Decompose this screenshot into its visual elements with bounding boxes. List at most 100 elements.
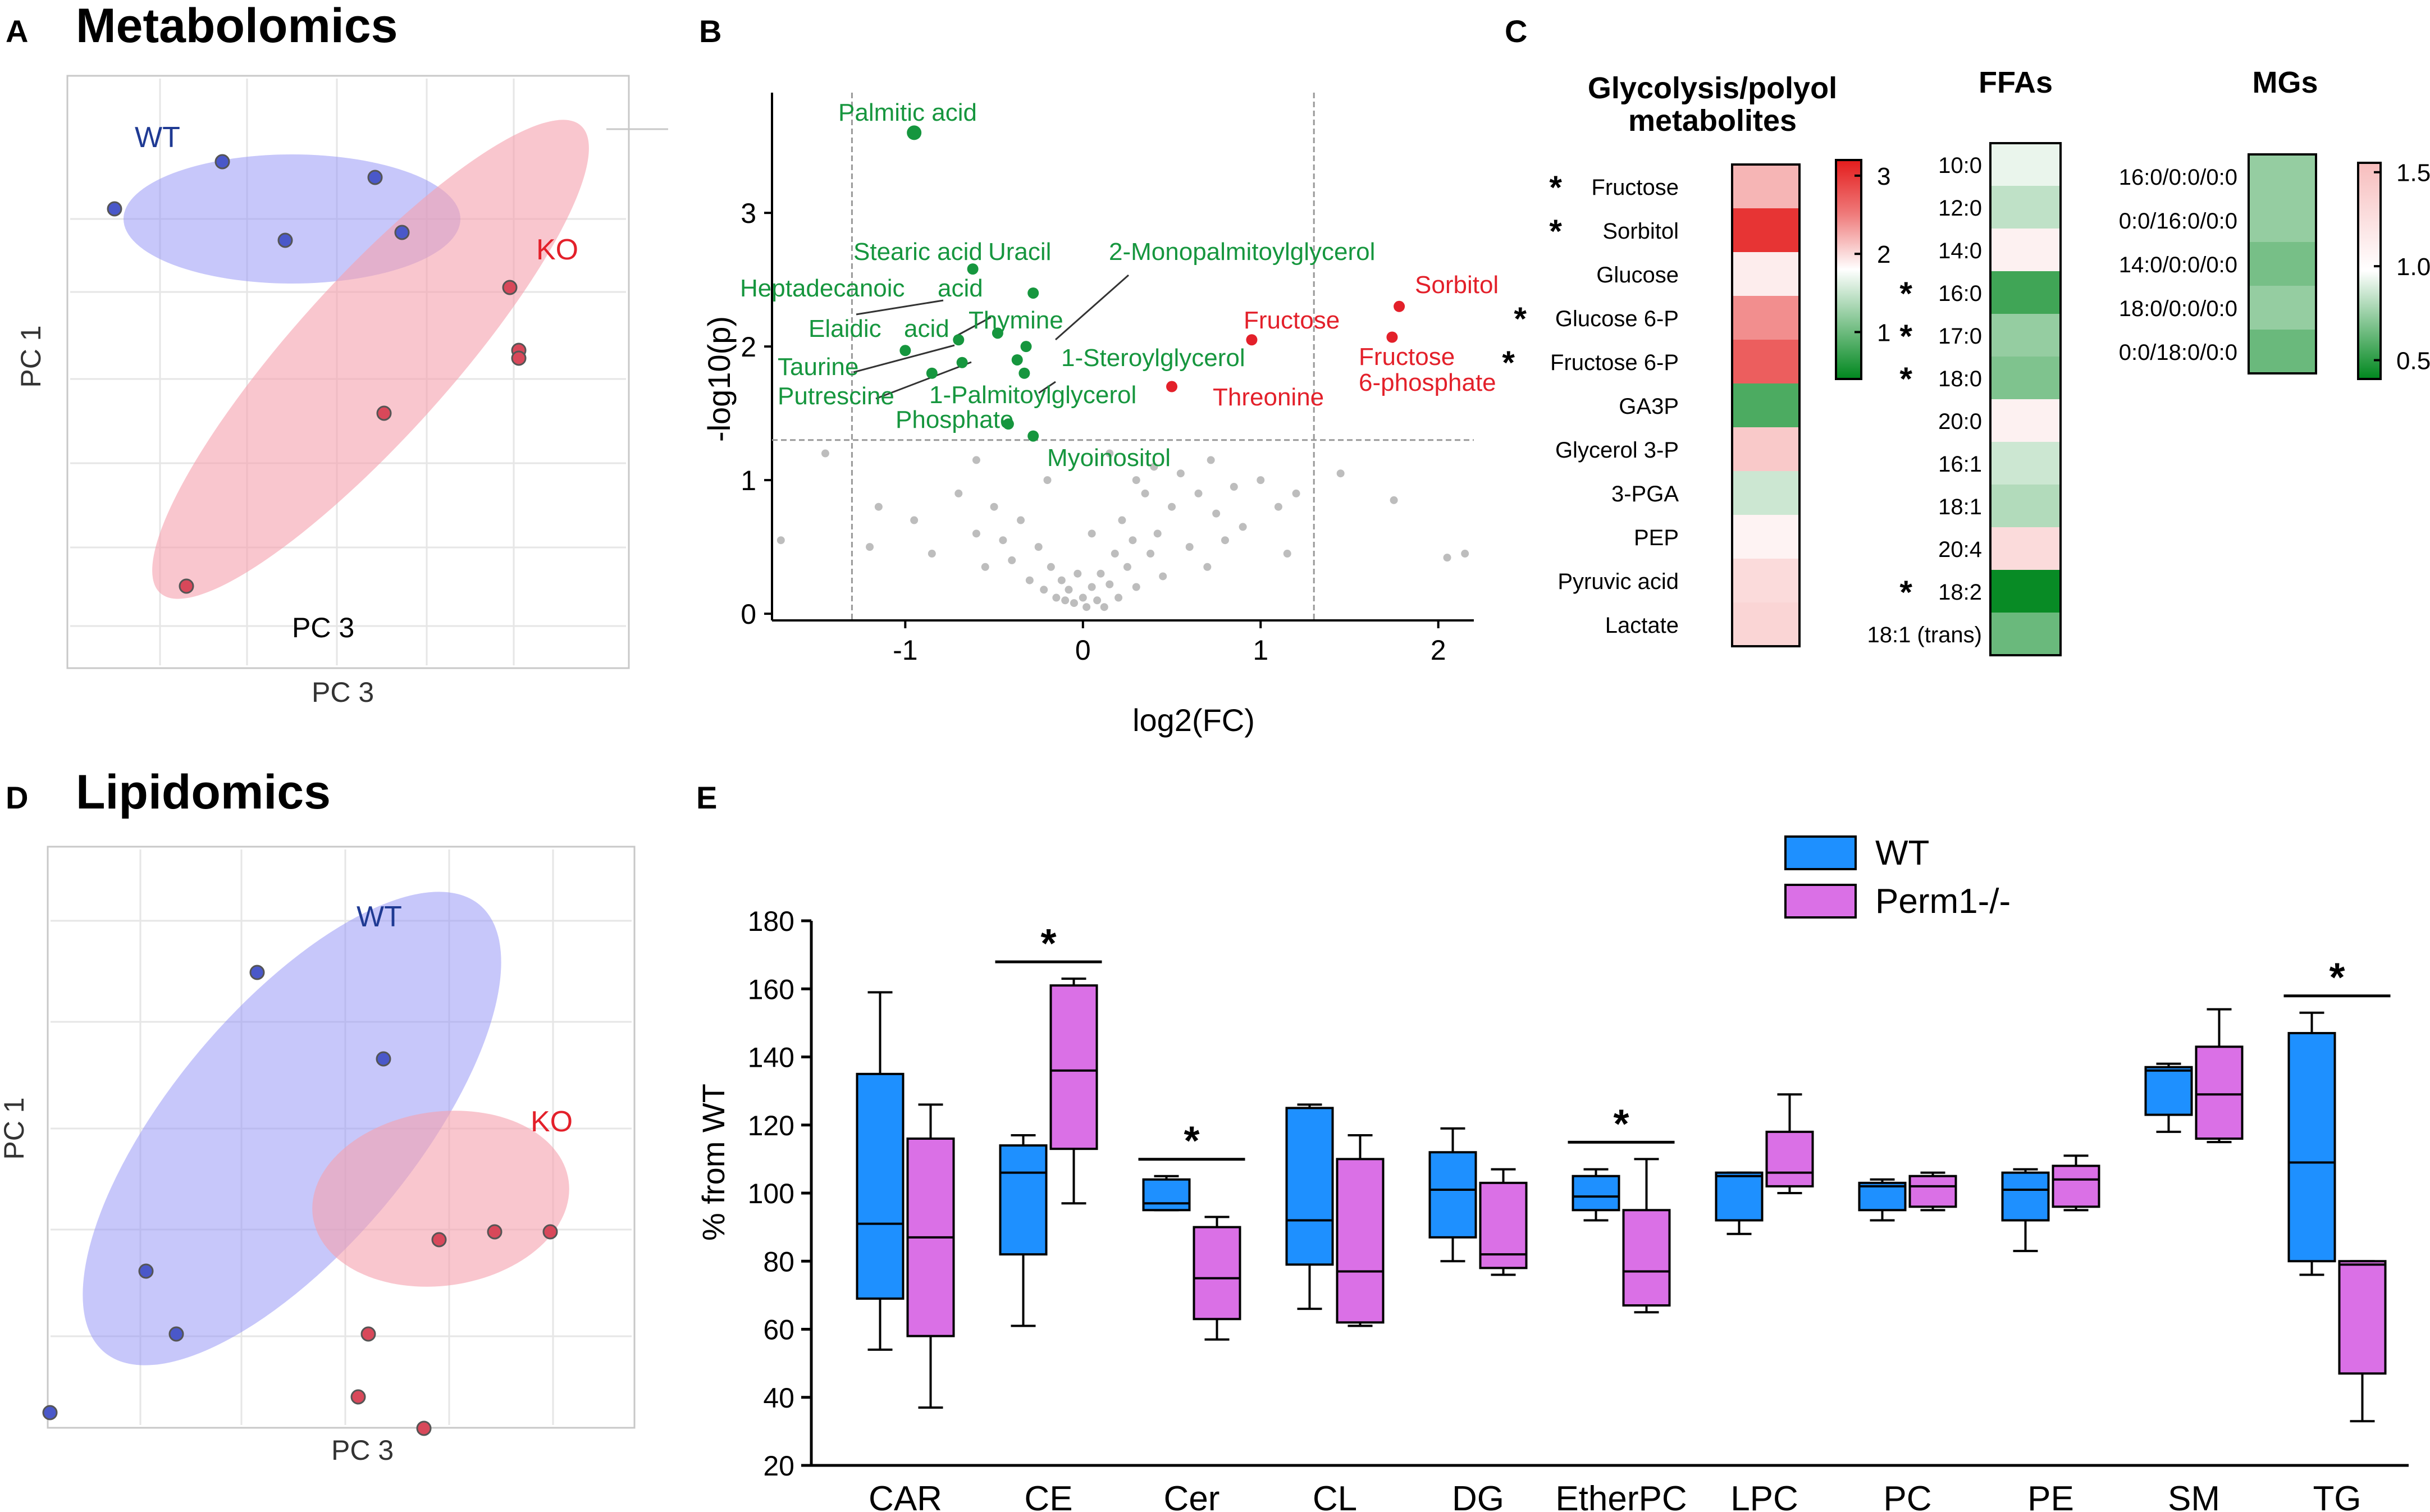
heatmap-cell xyxy=(1732,296,1799,340)
ko-point xyxy=(416,1420,432,1436)
heatmap-cell xyxy=(1732,340,1799,383)
nonsignificant-point xyxy=(1443,554,1451,562)
wt-point xyxy=(277,232,293,248)
wt-box xyxy=(2287,1032,2336,1263)
point-label: Myoinositol xyxy=(1047,444,1171,472)
point-label: 6-phosphate xyxy=(1359,369,1496,396)
panel-a: A Metabolomics WT KO PC 3 PC 3 PC 1 xyxy=(6,0,668,708)
upregulated-point xyxy=(1246,334,1258,346)
heatmap-cell xyxy=(1990,271,2061,314)
nonsignificant-point xyxy=(866,543,874,551)
heatmap-row-label: Glycerol 3-P xyxy=(1555,438,1679,463)
perm1-box xyxy=(1336,1158,1385,1324)
ko-point xyxy=(487,1224,503,1240)
heatmap-cell xyxy=(2249,242,2316,286)
point-label: Stearic acid xyxy=(853,238,983,266)
point-label: Palmitic acid xyxy=(838,99,977,126)
legend-wt-label: WT xyxy=(1875,834,1929,873)
perm1-box xyxy=(2338,1260,2387,1375)
leader-line xyxy=(1055,274,1129,341)
heatmap-row-label: 16:1 xyxy=(1938,452,1982,477)
leader-line xyxy=(856,299,944,316)
heatmap-row-label: 20:4 xyxy=(1938,537,1982,562)
heatmap-cell xyxy=(1990,399,2061,442)
nonsignificant-point xyxy=(1025,576,1034,584)
heatmap-cell xyxy=(1732,427,1799,471)
y-tick-label: 3 xyxy=(741,198,756,229)
heatmap-row-label: Fructose 6-P xyxy=(1550,350,1679,375)
volcano-ylabel: -log10(p) xyxy=(701,316,737,442)
legend-wt-swatch xyxy=(1784,835,1857,870)
panel-d: D Lipidomics WT KO PC 3 PC 1 xyxy=(0,765,636,1466)
nonsignificant-point xyxy=(910,516,919,524)
box-ylabel: % from WT xyxy=(696,1084,731,1241)
wt-ellipse xyxy=(83,892,501,1365)
wt-box xyxy=(999,1144,1048,1256)
volcano-plot: -1 0 1 2 0 1 2 3 Palmitic acid Stearic acid Uracil… xyxy=(740,93,1499,666)
heatmap-cell xyxy=(2249,198,2316,242)
point-label: Heptadecanoic xyxy=(740,275,905,302)
wt-point xyxy=(376,1051,391,1067)
downregulated-point xyxy=(1027,430,1039,442)
nonsignificant-point xyxy=(776,536,785,545)
nonsignificant-point xyxy=(954,489,963,497)
ko-label: KO xyxy=(536,234,578,266)
perm1-box xyxy=(2195,1045,2244,1140)
category-label: CL xyxy=(1313,1479,1357,1512)
heatmap-group-title: Glycolysis/polyol xyxy=(1588,71,1837,105)
point-label: acid xyxy=(904,315,949,342)
downregulated-point xyxy=(1020,341,1032,353)
nonsignificant-point xyxy=(1097,569,1105,578)
ko-point xyxy=(179,578,194,594)
heatmap-cell xyxy=(2249,286,2316,330)
heatmap-row-label: 16:0/0:0/0:0 xyxy=(2119,165,2237,190)
heatmap-group-title: metabolites xyxy=(1628,104,1797,138)
downregulated-point xyxy=(992,327,1003,339)
nonsignificant-point xyxy=(1292,489,1300,497)
colorbar-mg xyxy=(2357,162,2382,380)
colorbar-glycolysis xyxy=(1835,159,1862,380)
panel-d-ylabel: PC 1 xyxy=(0,1097,30,1159)
ko-ellipse xyxy=(312,1111,569,1287)
category-label: PE xyxy=(2027,1479,2074,1512)
panel-d-letter: D xyxy=(6,780,28,815)
colorbar-tick-label: 0.5 xyxy=(2396,348,2430,375)
heatmap-cell xyxy=(1732,383,1799,427)
downregulated-point xyxy=(1018,367,1030,379)
significance-star: * xyxy=(1040,921,1056,966)
wt-point xyxy=(394,225,410,240)
downregulated-point xyxy=(1027,287,1039,299)
upregulated-point xyxy=(1386,331,1398,343)
y-tick-label: 40 xyxy=(763,1382,794,1414)
downregulated-point xyxy=(956,357,968,368)
perm1-box xyxy=(1622,1209,1671,1307)
nonsignificant-point xyxy=(1153,529,1162,538)
heatmap-cell xyxy=(1990,143,2061,186)
volcano-xlabel: log2(FC) xyxy=(1132,702,1255,738)
nonsignificant-point xyxy=(1052,593,1061,602)
perm1-box xyxy=(1193,1226,1241,1321)
wt-box xyxy=(856,1072,905,1300)
wt-box xyxy=(2144,1066,2193,1116)
ko-point xyxy=(360,1326,376,1342)
nonsignificant-point xyxy=(1176,469,1185,478)
y-tick-label: 180 xyxy=(748,906,794,937)
y-tick-label: 0 xyxy=(741,599,756,630)
significance-star: * xyxy=(1514,301,1527,337)
nonsignificant-point xyxy=(1283,550,1291,558)
x-tick-label: 1 xyxy=(1253,634,1268,666)
nonsignificant-point xyxy=(1461,550,1469,558)
heatmap-column-border xyxy=(2248,153,2317,374)
heatmap-row-label: 10:0 xyxy=(1938,153,1982,178)
category-label: TG xyxy=(2313,1479,2361,1512)
colorbar-tick-label: 1.5 xyxy=(2396,159,2430,187)
significance-star: * xyxy=(1899,276,1912,312)
heatmap-column-border xyxy=(1731,163,1801,647)
heatmap-row-label: 3-PGA xyxy=(1611,482,1679,506)
nonsignificant-point xyxy=(972,529,980,538)
ko-label: KO xyxy=(531,1106,573,1138)
nonsignificant-point xyxy=(1079,593,1087,602)
point-label: Taurine xyxy=(778,353,858,381)
significance-star: * xyxy=(1899,574,1912,611)
